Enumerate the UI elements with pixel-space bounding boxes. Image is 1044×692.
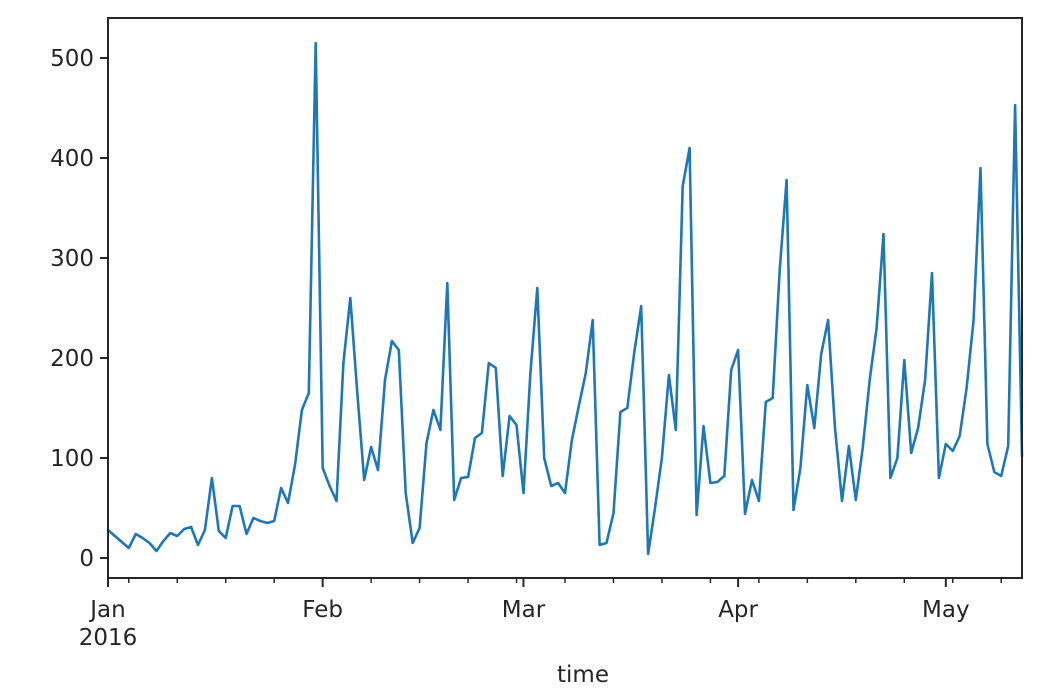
x-tick-sublabel: 2016 xyxy=(79,625,138,651)
x-tick-label: May xyxy=(922,597,970,623)
plot-frame xyxy=(107,17,1023,579)
y-tick-label: 200 xyxy=(50,346,94,372)
x-axis-title: time xyxy=(557,662,609,688)
y-tick-label: 400 xyxy=(50,146,94,172)
x-tick-label: Apr xyxy=(718,597,758,623)
series-line xyxy=(106,41,1024,556)
y-tick-label: 100 xyxy=(50,446,94,472)
x-tick-label: Jan xyxy=(88,597,125,623)
y-tick-label: 0 xyxy=(79,546,94,572)
x-tick-label: Feb xyxy=(302,597,343,623)
y-axis-ticks: 0 100 200 300 400 500 xyxy=(50,46,108,572)
x-tick-label: Mar xyxy=(502,597,546,623)
y-tick-label: 300 xyxy=(50,246,94,272)
y-tick-label: 500 xyxy=(50,46,94,72)
